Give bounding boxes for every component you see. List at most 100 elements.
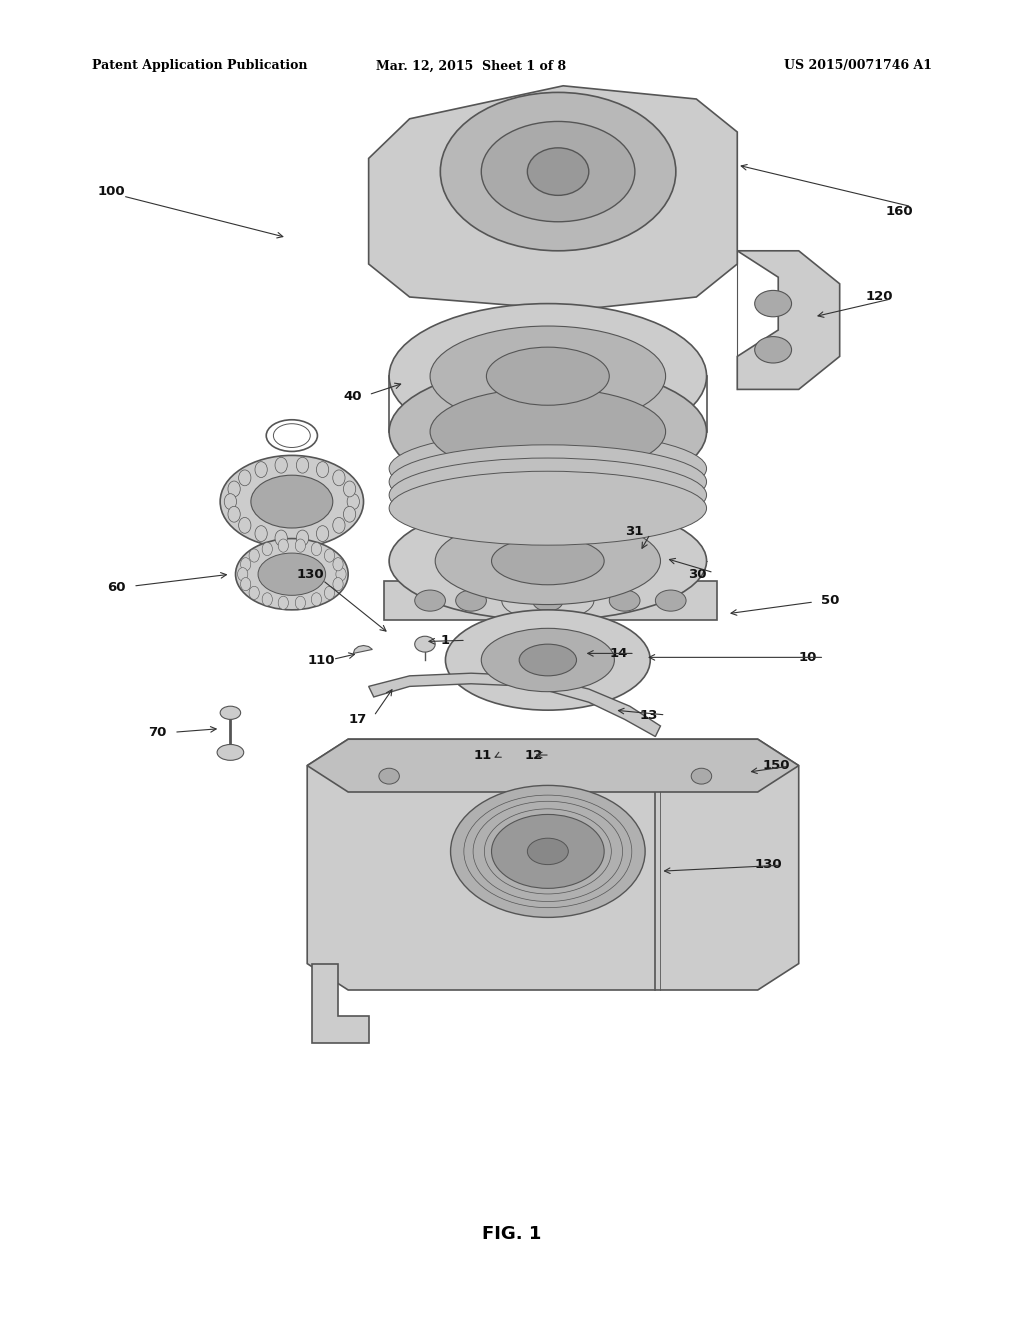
Circle shape [249, 586, 259, 599]
Ellipse shape [251, 475, 333, 528]
Ellipse shape [519, 644, 577, 676]
Polygon shape [369, 673, 660, 737]
Circle shape [333, 470, 345, 486]
Ellipse shape [655, 590, 686, 611]
Ellipse shape [236, 539, 348, 610]
Polygon shape [384, 581, 717, 620]
Ellipse shape [532, 590, 563, 611]
Polygon shape [737, 251, 840, 389]
Circle shape [295, 597, 305, 610]
Text: 11: 11 [473, 748, 492, 762]
Circle shape [262, 543, 272, 556]
Ellipse shape [527, 148, 589, 195]
Text: 31: 31 [625, 525, 643, 539]
Ellipse shape [440, 92, 676, 251]
Ellipse shape [481, 121, 635, 222]
Ellipse shape [755, 290, 792, 317]
Text: 110: 110 [307, 653, 335, 667]
Text: 160: 160 [886, 205, 913, 218]
Polygon shape [353, 645, 373, 653]
Ellipse shape [451, 785, 645, 917]
Ellipse shape [379, 768, 399, 784]
Ellipse shape [220, 455, 364, 548]
Ellipse shape [492, 537, 604, 585]
Text: 14: 14 [609, 647, 628, 660]
Ellipse shape [415, 636, 435, 652]
Ellipse shape [430, 326, 666, 426]
Circle shape [255, 462, 267, 478]
Circle shape [316, 462, 329, 478]
Circle shape [311, 593, 322, 606]
Text: US 2015/0071746 A1: US 2015/0071746 A1 [783, 59, 932, 73]
Circle shape [241, 578, 251, 591]
Circle shape [295, 539, 305, 552]
Text: 130: 130 [755, 858, 782, 871]
Ellipse shape [389, 304, 707, 449]
Polygon shape [307, 739, 799, 990]
Ellipse shape [481, 628, 614, 692]
Ellipse shape [755, 337, 792, 363]
Circle shape [296, 531, 308, 546]
Text: Mar. 12, 2015  Sheet 1 of 8: Mar. 12, 2015 Sheet 1 of 8 [376, 59, 566, 73]
Circle shape [347, 494, 359, 510]
Circle shape [275, 457, 288, 473]
Text: 50: 50 [821, 594, 840, 607]
Circle shape [311, 543, 322, 556]
Circle shape [241, 557, 251, 570]
Ellipse shape [389, 502, 707, 620]
Circle shape [255, 525, 267, 541]
Circle shape [228, 507, 241, 523]
Text: 70: 70 [148, 726, 167, 739]
Text: 40: 40 [343, 389, 361, 403]
Circle shape [333, 557, 343, 570]
Circle shape [279, 597, 289, 610]
Text: 130: 130 [297, 568, 325, 581]
Text: FIG. 1: FIG. 1 [482, 1225, 542, 1243]
Circle shape [228, 480, 241, 496]
Circle shape [343, 507, 355, 523]
Polygon shape [307, 739, 799, 792]
Ellipse shape [456, 590, 486, 611]
Ellipse shape [492, 814, 604, 888]
Ellipse shape [389, 366, 707, 498]
Circle shape [279, 539, 289, 552]
Text: 150: 150 [763, 759, 791, 772]
Circle shape [316, 525, 329, 541]
Circle shape [336, 568, 346, 581]
Ellipse shape [609, 590, 640, 611]
Ellipse shape [258, 553, 326, 595]
Polygon shape [369, 86, 737, 310]
Ellipse shape [217, 744, 244, 760]
Circle shape [325, 586, 335, 599]
Text: 10: 10 [799, 651, 817, 664]
Text: 60: 60 [108, 581, 126, 594]
Circle shape [343, 480, 355, 496]
Circle shape [262, 593, 272, 606]
Polygon shape [312, 964, 369, 1043]
Circle shape [325, 549, 335, 562]
Text: 1: 1 [440, 634, 450, 647]
Circle shape [224, 494, 237, 510]
Text: 17: 17 [348, 713, 367, 726]
Text: 12: 12 [524, 748, 543, 762]
Circle shape [239, 470, 251, 486]
Circle shape [333, 517, 345, 533]
Ellipse shape [389, 445, 707, 519]
Circle shape [275, 531, 288, 546]
Circle shape [249, 549, 259, 562]
Ellipse shape [389, 432, 707, 506]
Ellipse shape [445, 610, 650, 710]
Ellipse shape [527, 838, 568, 865]
Circle shape [239, 517, 251, 533]
Text: 13: 13 [640, 709, 658, 722]
Ellipse shape [389, 458, 707, 532]
Ellipse shape [415, 590, 445, 611]
Text: 120: 120 [865, 290, 893, 304]
Ellipse shape [430, 388, 666, 475]
Text: Patent Application Publication: Patent Application Publication [92, 59, 307, 73]
Circle shape [296, 457, 308, 473]
Ellipse shape [389, 471, 707, 545]
Ellipse shape [435, 517, 660, 605]
Ellipse shape [220, 706, 241, 719]
Circle shape [333, 578, 343, 591]
